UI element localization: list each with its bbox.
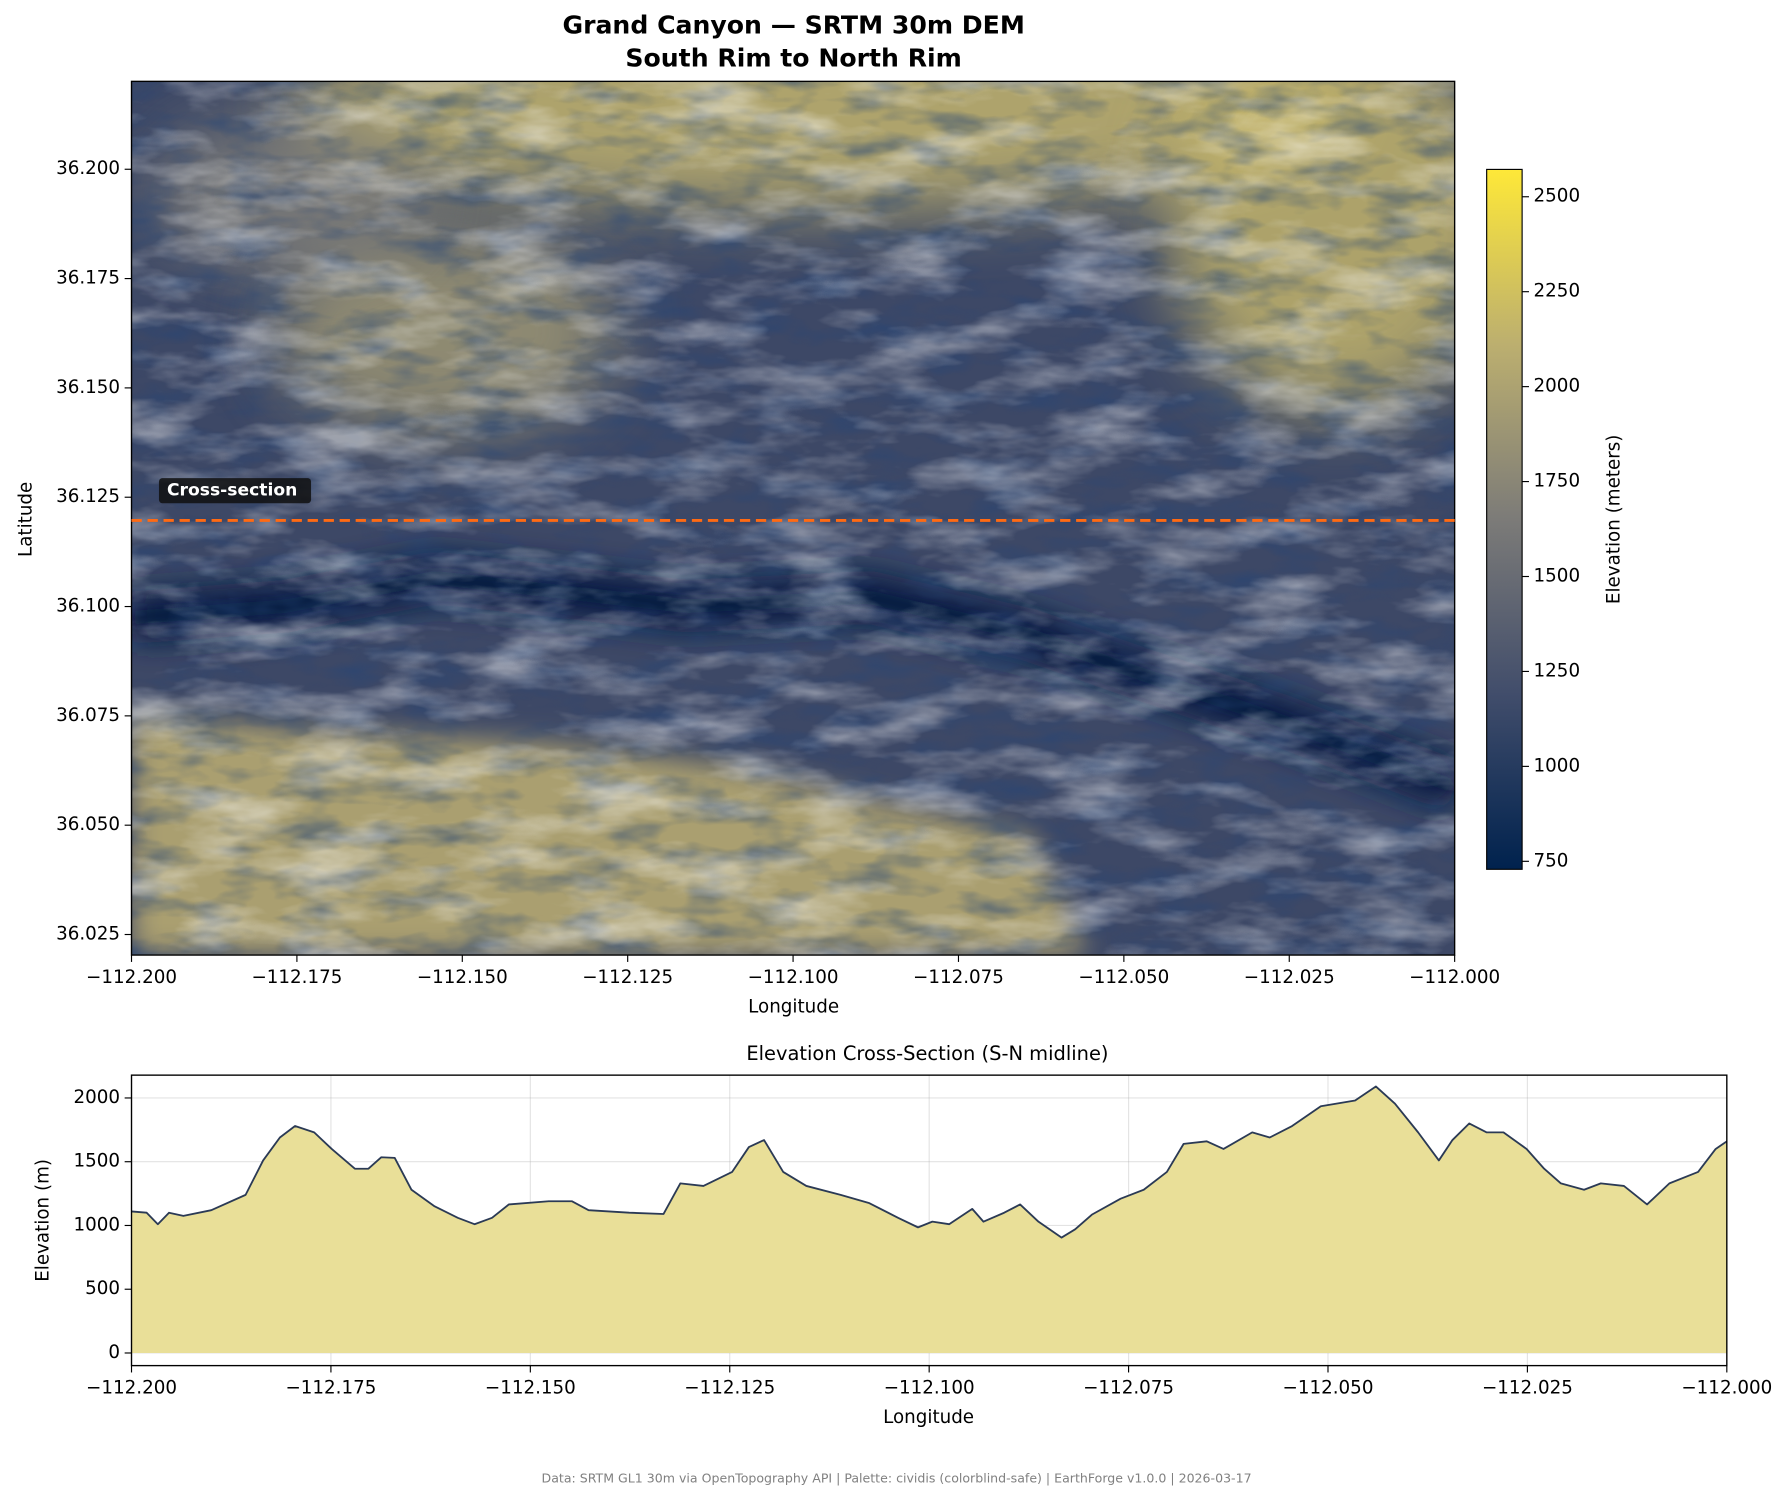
chart-subtitle: South Rim to North Rim [625,44,961,73]
y-tick-label: 36.075 [56,705,120,726]
colorbar-tick-label: 1250 [1534,660,1581,681]
x-tick-label: −112.025 [1482,1377,1573,1398]
x-tick-label: −112.075 [913,967,1004,988]
colorbar-tick-label: 1000 [1534,755,1581,776]
y-tick-label: 500 [85,1278,120,1299]
x-tick-label: −112.025 [1244,967,1335,988]
cross-section-label: Cross-section [167,481,297,501]
x-tick-label: −112.050 [1283,1377,1374,1398]
profile-line [131,1085,1728,1239]
y-tick-label: 36.050 [56,814,120,835]
x-tick-label: −112.150 [417,967,508,988]
colorbar [1486,168,1523,870]
x-tick-label: −112.150 [485,1377,576,1398]
y-tick-label: 0 [108,1342,120,1363]
colorbar-tick-label: 2000 [1534,376,1581,397]
x-tick-label: −112.100 [884,1377,975,1398]
colorbar-tick-label: 2500 [1534,186,1581,207]
x-tick-label: −112.100 [748,967,839,988]
axes-frame [130,1074,1728,1367]
x-tick-label: −112.175 [251,967,342,988]
y-tick-label: 36.200 [56,158,120,179]
y-axis-label: Elevation (m) [32,1159,53,1282]
x-tick-label: −112.200 [86,1377,177,1398]
x-tick-label: −112.000 [1409,967,1500,988]
x-tick-label: −112.125 [684,1377,775,1398]
y-tick-label: 36.125 [56,486,120,507]
cross-section-label-box [158,478,312,504]
y-tick-label: 1000 [74,1214,121,1235]
colorbar-tick-label: 2250 [1534,281,1581,302]
y-tick-label: 36.150 [56,377,120,398]
x-axis-label: Longitude [748,997,839,1018]
chart-title: Elevation Cross-Section (S-N midline) [746,1042,1108,1065]
x-tick-label: −112.075 [1083,1377,1174,1398]
x-tick-label: −112.125 [582,967,673,988]
colorbar-tick-label: 750 [1534,850,1569,871]
colorbar-tick-label: 1750 [1534,471,1581,492]
y-tick-label: 36.025 [56,924,120,945]
y-tick-label: 1500 [74,1151,121,1172]
chart-title: Grand Canyon — SRTM 30m DEM [562,10,1024,39]
colorbar-tick-label: 1500 [1534,566,1581,587]
area-fill [131,1086,1727,1353]
y-tick-label: 36.100 [56,596,120,617]
source-note: Data: SRTM GL1 30m via OpenTopography AP… [542,1470,1252,1485]
colorbar-label: Elevation (meters) [1604,435,1625,605]
x-tick-label: −112.175 [285,1377,376,1398]
y-axis-label: Latitude [15,482,36,557]
dem-raster [131,81,1455,956]
x-axis-label: Longitude [883,1407,974,1428]
x-tick-label: −112.050 [1078,967,1169,988]
x-tick-label: −112.200 [86,967,177,988]
y-tick-label: 36.175 [56,268,120,289]
x-tick-label: −112.000 [1681,1377,1772,1398]
y-tick-label: 2000 [74,1087,121,1108]
